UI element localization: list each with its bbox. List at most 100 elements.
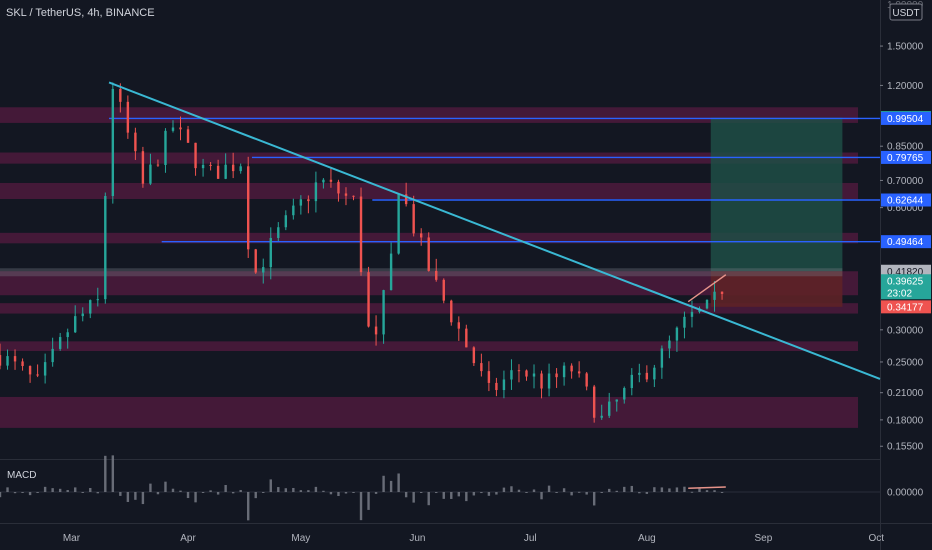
price-tick-label: 0.21000 — [887, 388, 924, 399]
macd-bar — [344, 492, 348, 494]
candle — [96, 299, 99, 301]
macd-bar — [472, 492, 476, 496]
macd-bar — [292, 487, 295, 492]
macd-bar — [239, 489, 242, 492]
candle — [419, 233, 423, 238]
candle — [435, 270, 438, 280]
candle — [555, 373, 558, 378]
price-label-text: 0.79765 — [887, 153, 924, 164]
candle — [81, 313, 84, 317]
macd-bar — [382, 475, 385, 492]
time-axis-label: Apr — [180, 533, 196, 544]
macd-bar — [517, 489, 521, 492]
macd-bar — [269, 479, 272, 492]
macd-bar — [284, 488, 288, 492]
currency-badge[interactable]: USDT — [889, 3, 923, 21]
macd-bar — [675, 487, 679, 492]
macd-bar — [186, 492, 190, 499]
candle — [247, 166, 250, 250]
price-label: 0.62644 — [881, 193, 931, 207]
price-tick-label: 1.50000 — [887, 42, 924, 53]
entry-band — [0, 268, 843, 277]
candle — [119, 88, 122, 102]
price-label-text: 0.39625 — [887, 276, 924, 287]
currency-badge-label: USDT — [892, 8, 919, 19]
candle — [675, 327, 679, 341]
candle — [284, 215, 288, 228]
candle — [532, 373, 536, 377]
candle — [66, 332, 69, 338]
candle — [495, 382, 498, 391]
macd-bar — [36, 492, 39, 493]
macd-bar — [615, 490, 618, 492]
macd-bar — [51, 488, 54, 492]
price-label: 23:02 — [881, 286, 931, 300]
divergence-line-price[interactable] — [687, 274, 727, 303]
price-label-bg — [881, 235, 931, 249]
macd-bar — [119, 492, 122, 496]
macd-bar — [600, 492, 603, 493]
candle — [720, 291, 724, 294]
candle — [615, 399, 618, 402]
candle — [43, 362, 47, 376]
candle — [224, 164, 227, 179]
candle — [653, 367, 656, 380]
macd-bar — [592, 492, 596, 506]
macd-pane — [0, 455, 880, 521]
candle — [89, 300, 92, 314]
descending-trendline[interactable] — [108, 81, 881, 380]
candle — [111, 88, 115, 197]
macd-bar — [540, 492, 543, 500]
price-tick-label: 0.85000 — [887, 142, 924, 153]
candle — [329, 179, 333, 182]
macd-bar — [660, 487, 664, 492]
candle — [149, 164, 152, 184]
stop-zone — [710, 271, 843, 307]
candle — [36, 374, 39, 376]
macd-bar — [224, 484, 227, 492]
price-tick-label: 1.20000 — [887, 81, 924, 92]
candle — [404, 194, 408, 205]
macd-bar — [487, 492, 491, 496]
candle — [382, 290, 385, 335]
price-tick-label: 0.15500 — [887, 442, 924, 453]
macd-bar — [502, 487, 506, 492]
support-resistance-zone — [0, 341, 858, 352]
candle — [179, 127, 182, 130]
macd-bar — [329, 492, 333, 495]
macd-bar — [337, 492, 340, 497]
macd-bar — [645, 492, 649, 494]
price-label-text: 0.99504 — [887, 114, 924, 125]
candle — [374, 326, 378, 335]
time-axis-label: Jun — [409, 533, 425, 544]
macd-bar — [638, 492, 641, 494]
macd-bar — [299, 490, 303, 492]
candle — [713, 291, 716, 300]
price-label: 0.49464 — [881, 235, 931, 249]
candle — [359, 196, 363, 273]
macd-bar — [89, 487, 92, 492]
candle — [412, 204, 415, 234]
time-axis-label: Oct — [868, 533, 884, 544]
macd-bar — [713, 490, 716, 492]
candle — [314, 182, 318, 202]
price-label-text: 0.41820 — [887, 267, 924, 278]
macd-bar — [194, 492, 197, 503]
candle — [277, 227, 280, 238]
price-label-bg — [881, 274, 931, 288]
macd-bar — [66, 490, 69, 492]
candle — [638, 372, 641, 375]
time-axis-label: May — [291, 533, 310, 544]
candle — [525, 370, 528, 377]
candle — [623, 388, 626, 400]
candle — [21, 361, 24, 367]
macd-bar — [608, 488, 611, 492]
divergence-line-macd[interactable] — [688, 486, 726, 489]
macd-bar — [668, 488, 671, 492]
support-resistance-zone — [0, 303, 858, 314]
candle — [13, 356, 17, 362]
candle — [307, 199, 310, 202]
macd-bar — [209, 490, 212, 492]
